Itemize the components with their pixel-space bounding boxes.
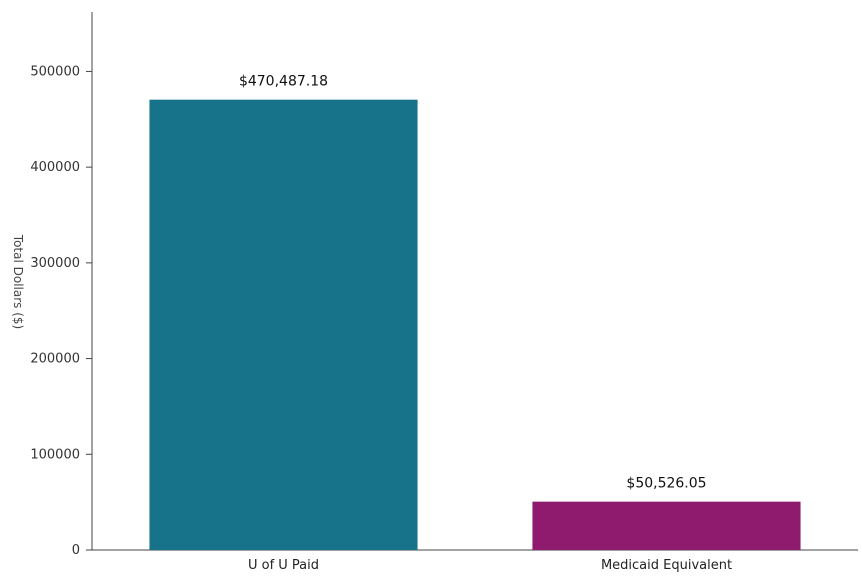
bars	[149, 99, 801, 550]
y-tick-label: 400000	[30, 160, 80, 175]
bar-medicaid-equivalent	[532, 501, 801, 550]
bar-u-of-u-paid	[149, 99, 418, 550]
category-label: Medicaid Equivalent	[601, 558, 732, 573]
category-label: U of U Paid	[248, 558, 319, 573]
y-tick-label: 500000	[30, 64, 80, 79]
y-ticks: 0 100000 200000 300000 400000 500000	[30, 64, 92, 558]
data-label: $50,526.05	[626, 476, 706, 492]
data-labels: $470,487.18 $50,526.05	[239, 74, 707, 492]
category-labels: U of U Paid Medicaid Equivalent	[248, 558, 732, 573]
y-tick-label: 100000	[30, 447, 80, 462]
y-tick-label: 300000	[30, 256, 80, 271]
data-label: $470,487.18	[239, 74, 328, 90]
y-axis-title: Total Dollars ($)	[11, 234, 25, 329]
y-tick-label: 0	[72, 543, 80, 558]
y-tick-label: 200000	[30, 352, 80, 367]
